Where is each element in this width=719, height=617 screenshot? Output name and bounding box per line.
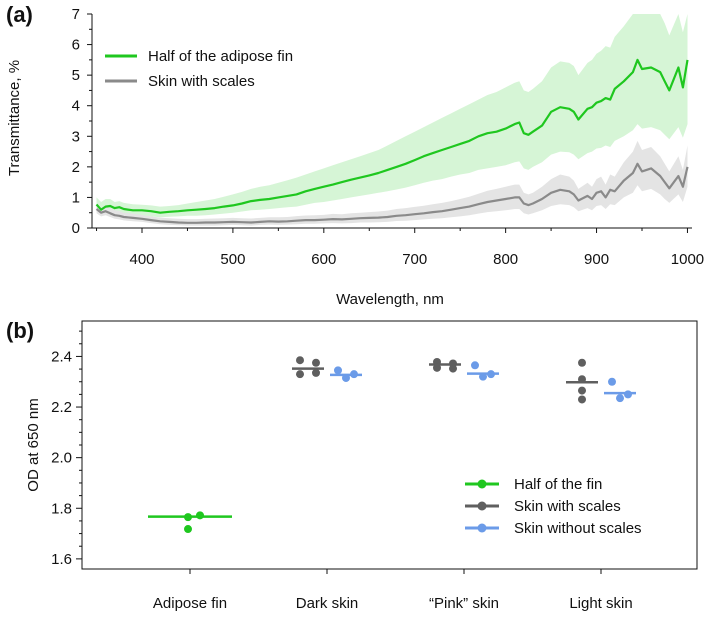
band-series-1: [96, 140, 688, 226]
data-point: [479, 372, 487, 381]
data-point: [296, 356, 304, 365]
line-series-1: [95, 162, 689, 224]
line-series-0: [95, 58, 689, 214]
legend-label-fin: Half of the adipose fin: [148, 48, 293, 65]
data-point: [471, 361, 479, 370]
panel-a-axes: 0 1 2 3 4 5 6 7 400 500 600 700 800 900 1000: [72, 6, 704, 268]
category-label-dark-skin: Dark skin: [296, 595, 359, 612]
data-point: [312, 358, 320, 367]
legend-dot-skin-with-scales: [477, 501, 487, 511]
data-point: [449, 364, 457, 373]
category-label-adipose-fin: Adipose fin: [153, 595, 227, 612]
data-point: [350, 370, 358, 379]
y-tick-label: 7: [72, 6, 80, 23]
band-series-0: [96, 14, 688, 218]
panel-a: (a) 0 1 2 3 4 5 6 7 400 500 600 700 800 900 1000 Wavel…: [6, 2, 704, 308]
y-tick-label: 6: [72, 37, 80, 54]
x-tick-label: 800: [493, 251, 518, 268]
panel-b-legend: Half of the fin Skin with scales Skin wi…: [465, 476, 642, 537]
x-tick-label: 600: [311, 251, 336, 268]
data-point: [487, 370, 495, 379]
y-tick-label: 1.8: [51, 500, 72, 517]
data-point: [433, 357, 441, 366]
legend-dot-half-fin: [477, 479, 487, 489]
y-tick-label: 0: [72, 220, 80, 237]
x-tick-label: 500: [220, 251, 245, 268]
legend-label-skin-with-scales: Skin with scales: [514, 498, 621, 515]
data-point: [184, 513, 192, 522]
data-point: [334, 366, 342, 375]
panel-a-bands: [96, 14, 688, 226]
panel-a-label: (a): [6, 2, 33, 27]
category-label-light-skin: Light skin: [569, 595, 632, 612]
data-point: [296, 370, 304, 379]
panel-b-marks: [148, 356, 636, 534]
category-label-pink-skin: “Pink” skin: [429, 595, 499, 612]
legend-label-half-fin: Half of the fin: [514, 476, 602, 493]
data-point: [624, 390, 632, 399]
data-point: [312, 368, 320, 377]
y-tick-label: 2.4: [51, 348, 72, 365]
panel-a-lines: [95, 58, 689, 224]
data-point: [196, 511, 204, 520]
data-point: [184, 525, 192, 534]
y-tick-label: 2.0: [51, 450, 72, 467]
data-point: [578, 358, 586, 367]
y-tick-label: 4: [72, 98, 80, 115]
x-tick-label: 700: [402, 251, 427, 268]
data-point: [578, 395, 586, 404]
y-tick-label: 1: [72, 189, 80, 206]
data-point: [616, 394, 624, 403]
data-point: [433, 363, 441, 372]
panel-b: (b) 1.6 1.8 2.0 2.2 2.4 OD at 650 nm Adipose…: [6, 318, 698, 612]
y-tick-label: 5: [72, 67, 80, 84]
legend-label-skin-without-scales: Skin without scales: [514, 520, 642, 537]
panel-b-category-labels: Adipose fin Dark skin “Pink” skin Light …: [153, 595, 633, 612]
data-point: [578, 375, 586, 384]
data-point: [608, 377, 616, 386]
panel-a-xlabel: Wavelength, nm: [336, 291, 444, 308]
panel-a-legend: Half of the adipose fin Skin with scales: [105, 48, 293, 90]
panel-b-axes: 1.6 1.8 2.0 2.2 2.4: [51, 330, 602, 574]
y-tick-label: 1.6: [51, 551, 72, 568]
panel-b-label: (b): [6, 318, 34, 343]
x-tick-label: 900: [584, 251, 609, 268]
legend-dot-skin-without-scales: [477, 523, 487, 533]
legend-label-skin: Skin with scales: [148, 73, 255, 90]
x-tick-label: 1000: [671, 251, 704, 268]
y-tick-label: 3: [72, 128, 80, 145]
y-tick-label: 2.2: [51, 399, 72, 416]
x-tick-label: 400: [129, 251, 154, 268]
panel-b-ylabel: OD at 650 nm: [25, 398, 42, 491]
data-point: [578, 386, 586, 395]
data-point: [342, 373, 350, 382]
panel-a-ylabel: Transmittance, %: [6, 60, 23, 176]
y-tick-label: 2: [72, 159, 80, 176]
